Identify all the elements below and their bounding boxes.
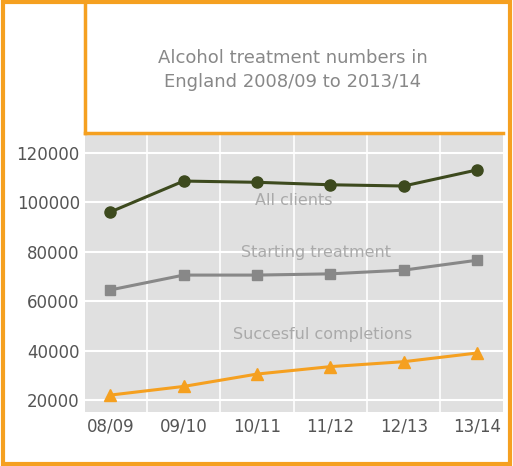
Text: Succesful completions: Succesful completions (233, 327, 412, 342)
Text: Starting treatment: Starting treatment (241, 245, 391, 260)
Text: Alcohol treatment numbers in
England 2008/09 to 2013/14: Alcohol treatment numbers in England 200… (157, 49, 427, 91)
Text: All clients: All clients (255, 193, 332, 208)
